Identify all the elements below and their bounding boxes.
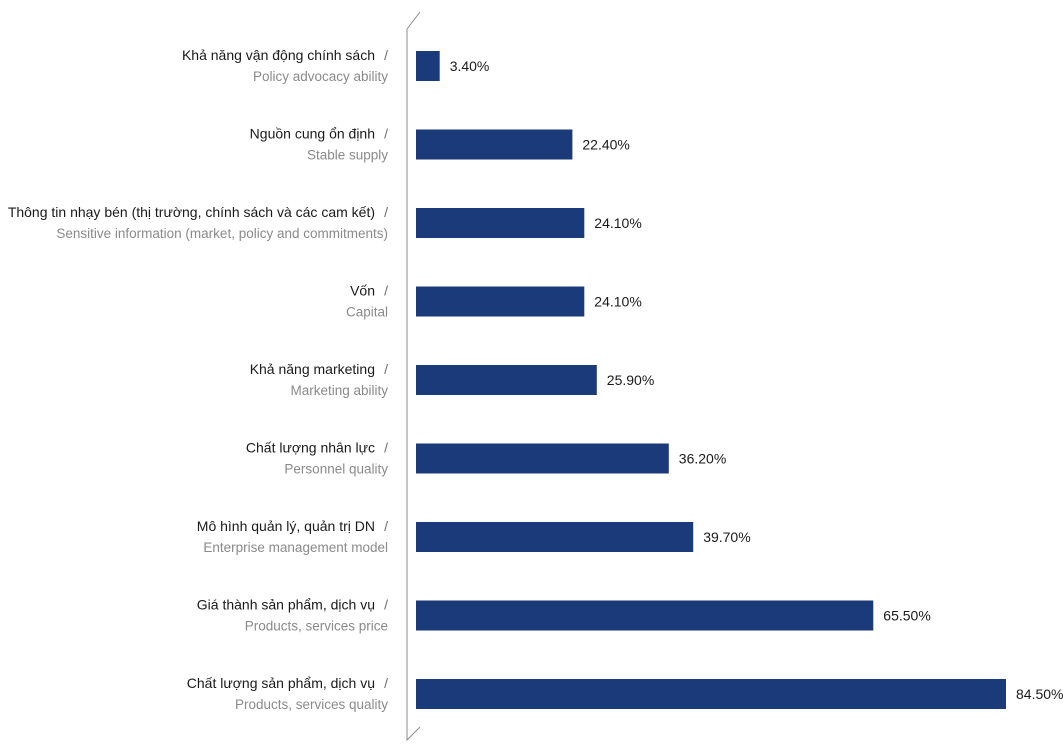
data-label: 24.10% [594, 294, 641, 310]
category-label-separator: / [384, 440, 388, 456]
category-label-separator: / [384, 518, 388, 534]
data-label: 65.50% [883, 608, 930, 624]
category-label-vi: Giá thành sản phẩm, dịch vụ [197, 597, 375, 613]
category-label-en: Enterprise management model [203, 540, 388, 555]
bar [416, 365, 597, 395]
data-label: 22.40% [582, 137, 629, 153]
category-label-vi: Khả năng marketing [250, 361, 375, 377]
category-label-separator: / [384, 675, 388, 691]
category-label-en: Capital [346, 305, 388, 320]
data-label: 39.70% [703, 529, 750, 545]
category-label-en: Policy advocacy ability [253, 69, 388, 84]
category-label-separator: / [384, 204, 388, 220]
category-label-vi: Mô hình quản lý, quản trị DN [197, 518, 375, 534]
category-label-vi: Nguồn cung ổn định [250, 126, 375, 142]
bar [416, 286, 585, 317]
bar [416, 443, 669, 474]
category-label-separator: / [384, 283, 388, 299]
category-label-en: Products, services price [245, 619, 388, 634]
data-label: 24.10% [594, 215, 641, 231]
category-axis [406, 11, 421, 742]
data-label: 3.40% [450, 58, 490, 74]
category-label-vi: Chất lượng sản phẩm, dịch vụ [187, 675, 375, 691]
category-label-vi: Vốn [350, 283, 375, 299]
category-label-separator: / [384, 47, 388, 63]
bar [416, 679, 1006, 709]
category-label-en: Personnel quality [284, 462, 388, 477]
category-label-separator: / [384, 597, 388, 613]
bar [416, 51, 440, 81]
category-label-separator: / [384, 126, 388, 142]
data-label: 36.20% [679, 451, 726, 467]
data-label: 25.90% [607, 372, 654, 388]
category-label-en: Marketing ability [290, 383, 388, 398]
category-label-en: Sensitive information (market, policy an… [56, 226, 388, 241]
bar [416, 129, 573, 160]
category-label-separator: / [384, 361, 388, 377]
bar [416, 208, 585, 238]
bar-group: 3.40% / Khả năng vận động chính sách Policy… [8, 47, 1063, 712]
category-label-vi: Chất lượng nhân lực [246, 440, 375, 456]
data-label: 84.50% [1016, 686, 1063, 702]
category-label-vi: Thông tin nhạy bén (thị trường, chính sá… [8, 204, 375, 220]
bar [416, 600, 874, 631]
category-label-vi: Khả năng vận động chính sách [182, 47, 375, 63]
category-label-en: Stable supply [307, 148, 388, 163]
bar [416, 522, 694, 552]
category-label-en: Products, services quality [235, 697, 388, 712]
